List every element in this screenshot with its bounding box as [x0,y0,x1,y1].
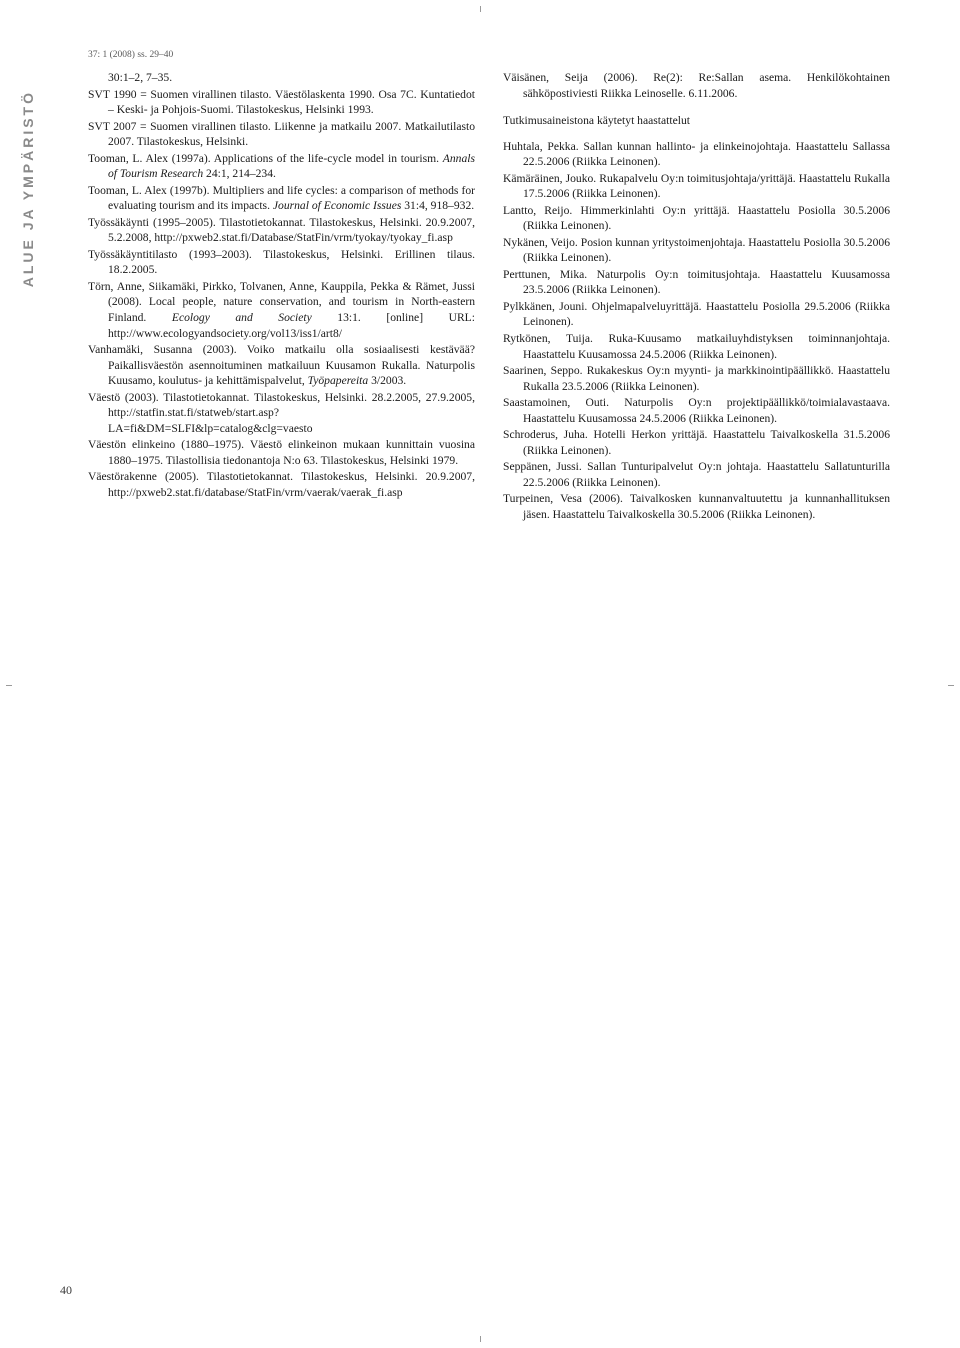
reference-entry: Väestö (2003). Tilastotietokannat. Tilas… [88,390,475,437]
reference-entry: Tooman, L. Alex (1997a). Applications of… [88,151,475,182]
reference-entry: Työssäkäynti (1995–2005). Tilastotietoka… [88,215,475,246]
reference-entry: Väisänen, Seija (2006). Re(2): Re:Sallan… [503,70,890,101]
interviews-heading: Tutkimusaineistona käytetyt haastattelut [503,113,890,129]
reference-entry: Schroderus, Juha. Hotelli Herkon yrittäj… [503,427,890,458]
reference-entry: Väestön elinkeino (1880–1975). Väestö el… [88,437,475,468]
page-number: 40 [60,1283,72,1298]
reference-entry: Perttunen, Mika. Naturpolis Oy:n toimitu… [503,267,890,298]
reference-entry: Turpeinen, Vesa (2006). Taivalkosken kun… [503,491,890,522]
reference-entry: Seppänen, Jussi. Sallan Tunturipalvelut … [503,459,890,490]
reference-entry: Rytkönen, Tuija. Ruka-Kuusamo matkailuyh… [503,331,890,362]
reference-entry: Vanhamäki, Susanna (2003). Voiko matkail… [88,342,475,389]
reference-entry: Lantto, Reijo. Himmerkinlahti Oy:n yritt… [503,203,890,234]
reference-entry: Työssäkäyntitilasto (1993–2003). Tilasto… [88,247,475,278]
right-column: Väisänen, Seija (2006). Re(2): Re:Sallan… [503,70,890,523]
reference-entry: Väestörakenne (2005). Tilastotietokannat… [88,469,475,500]
issue-info: 37: 1 (2008) ss. 29–40 [88,50,890,60]
reference-entry: Törn, Anne, Siikamäki, Pirkko, Tolvanen,… [88,279,475,341]
reference-entry: Kämäräinen, Jouko. Rukapalvelu Oy:n toim… [503,171,890,202]
reference-entry: Pylkkänen, Jouni. Ohjelmapalveluyrittäjä… [503,299,890,330]
reference-entry: Saarinen, Seppo. Rukakeskus Oy:n myynti-… [503,363,890,394]
reference-entry: SVT 1990 = Suomen virallinen tilasto. Vä… [88,87,475,118]
reference-entry: SVT 2007 = Suomen virallinen tilasto. Li… [88,119,475,150]
reference-entry: Tooman, L. Alex (1997b). Multipliers and… [88,183,475,214]
reference-entry: Saastamoinen, Outi. Naturpolis Oy:n proj… [503,395,890,426]
journal-title-vertical: ALUE JA YMPÄRISTÖ [20,90,36,287]
reference-columns: 30:1–2, 7–35.SVT 1990 = Suomen viralline… [88,70,890,523]
reference-entry: 30:1–2, 7–35. [88,70,475,86]
reference-entry: Nykänen, Veijo. Posion kunnan yritystoim… [503,235,890,266]
page-container: ALUE JA YMPÄRISTÖ 37: 1 (2008) ss. 29–40… [0,0,960,1348]
left-column: 30:1–2, 7–35.SVT 1990 = Suomen viralline… [88,70,475,523]
reference-entry: Huhtala, Pekka. Sallan kunnan hallinto- … [503,139,890,170]
